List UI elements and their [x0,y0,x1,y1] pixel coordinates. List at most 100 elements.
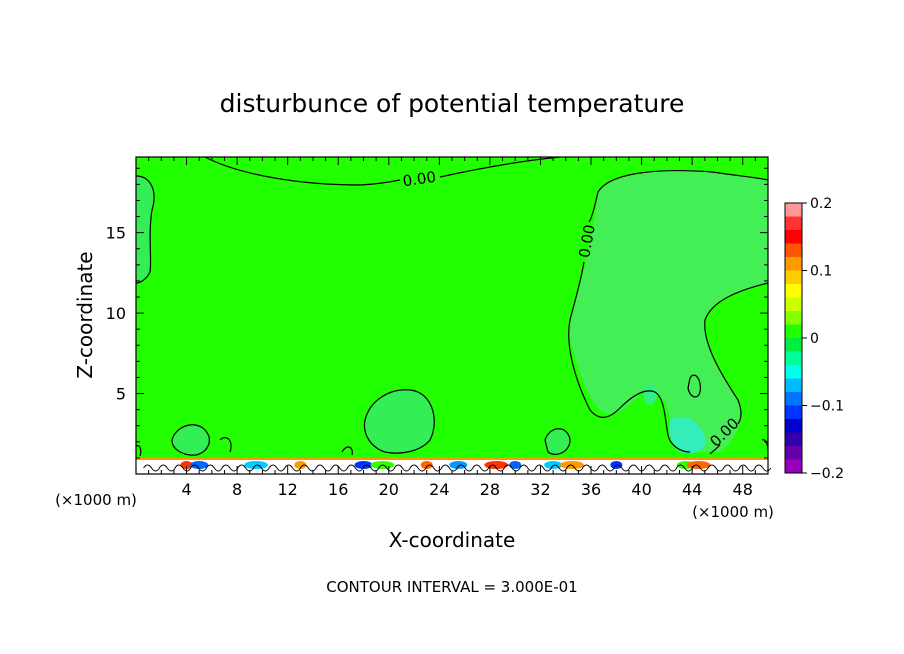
x-tick-labels: 4 8 12 16 20 24 28 32 36 40 44 48 [181,480,752,499]
y-tick-labels: 5 10 15 [106,224,126,404]
weak-negative-region [364,389,435,454]
surface-blob [294,461,307,469]
weak-negative-region [136,176,155,283]
surface-contour [519,464,537,472]
x-tick-label: 24 [429,480,449,499]
surface-contour [691,464,709,472]
surface-contour [441,464,458,472]
colorbar-swatch [785,230,802,244]
colorbar-swatch [785,365,802,379]
contour-line [171,424,210,456]
chart-title: disturbunce of potential temperature [220,89,685,118]
surface-contour [566,464,584,472]
contour-line [568,261,691,453]
surface-contour [205,464,223,472]
surface-contour [456,464,474,472]
surface-contour [613,464,631,472]
colorbar-swatch [785,311,802,325]
colorbar-swatch [785,392,802,406]
surface-contour [346,464,364,472]
surface-contour [629,464,646,472]
surface-blob [686,461,711,469]
colorbar-tick-label: 0 [810,331,819,347]
weak-negative-region [172,424,210,456]
colorbar-swatch [785,459,802,474]
x-tick-label: 36 [581,480,601,499]
surface-layer [136,458,772,474]
contour-line [341,446,353,456]
surface-blob [449,461,468,469]
surface-contour [299,464,317,472]
surface-contour [707,464,725,472]
colorbar-swatch [785,297,802,312]
contour-line [363,389,435,454]
surface-contour [252,464,270,472]
y-tick-label: 15 [106,224,126,243]
weak-negative-region [568,170,768,452]
x-tick-label: 4 [181,480,191,499]
axis-ticks [136,157,768,474]
surface-blob [509,461,522,469]
surface-contour [597,464,615,472]
x-unit-label-right: (×1000 m) [692,503,774,521]
y-axis-label: Z-coordinate [73,251,97,378]
surface-contour [723,464,740,472]
colorbar-tick-labels: 0.2 0.1 0 −0.1 −0.2 [802,196,844,482]
contour-line [588,170,769,223]
contour-line [687,374,701,398]
contour-interval-note: CONTOUR INTERVAL = 3.000E-01 [326,578,577,596]
colorbar-swatch [785,405,802,420]
surface-blob [180,461,193,469]
surface-contour [284,464,302,472]
contour-line [439,156,561,178]
surface-contour [503,464,521,472]
x-axis-label: X-coordinate [389,528,516,552]
colorbar-tick-label: 0.1 [810,264,832,280]
colorbar-swatch [785,203,802,217]
plot-area: 0.00 0.00 0.00 [135,156,772,475]
colorbar-tick-label: −0.2 [810,466,844,482]
colorbar-swatch [785,243,802,258]
x-tick-label: 40 [631,480,651,499]
surface-contour [362,464,380,472]
x-tick-label: 12 [278,480,298,499]
colorbar [784,202,803,474]
colorbar-swatch [785,216,802,231]
surface-contour [221,464,239,472]
surface-contour [268,464,286,472]
surface-contour [331,464,349,472]
colorbar-swatch [785,446,802,460]
colorbar-tick-label: 0.2 [810,196,832,212]
surface-blob [190,461,209,469]
surface-blob [354,461,373,469]
surface-contour [237,464,255,472]
colorbar-swatch [785,432,802,447]
x-tick-label: 48 [733,480,753,499]
surface-contour [676,464,693,472]
x-unit-label: (×1000 m) [55,491,137,509]
surface-contour [393,464,411,472]
colorbar-swatch [785,324,802,339]
y-tick-label: 10 [106,304,126,323]
y-tick-label: 5 [116,385,126,404]
contour-label: 0.00 [402,168,438,190]
contour-line [704,282,769,425]
contour-line [544,428,571,455]
colorbar-swatch [785,378,802,393]
colorbar-swatch [785,284,802,298]
x-tick-label: 16 [328,480,348,499]
contour-line [709,444,721,455]
surface-contour [409,464,427,472]
x-tick-label: 44 [682,480,702,499]
surface-contour [190,464,207,472]
surface-blob [420,461,433,469]
surface-contour [143,464,160,472]
surface-contour [550,464,568,472]
x-tick-label: 28 [480,480,500,499]
surface-contour [174,464,192,472]
negative-spot [669,416,706,454]
surface-contour [315,464,333,472]
x-tick-label: 8 [232,480,242,499]
colorbar-swatch [785,351,802,366]
